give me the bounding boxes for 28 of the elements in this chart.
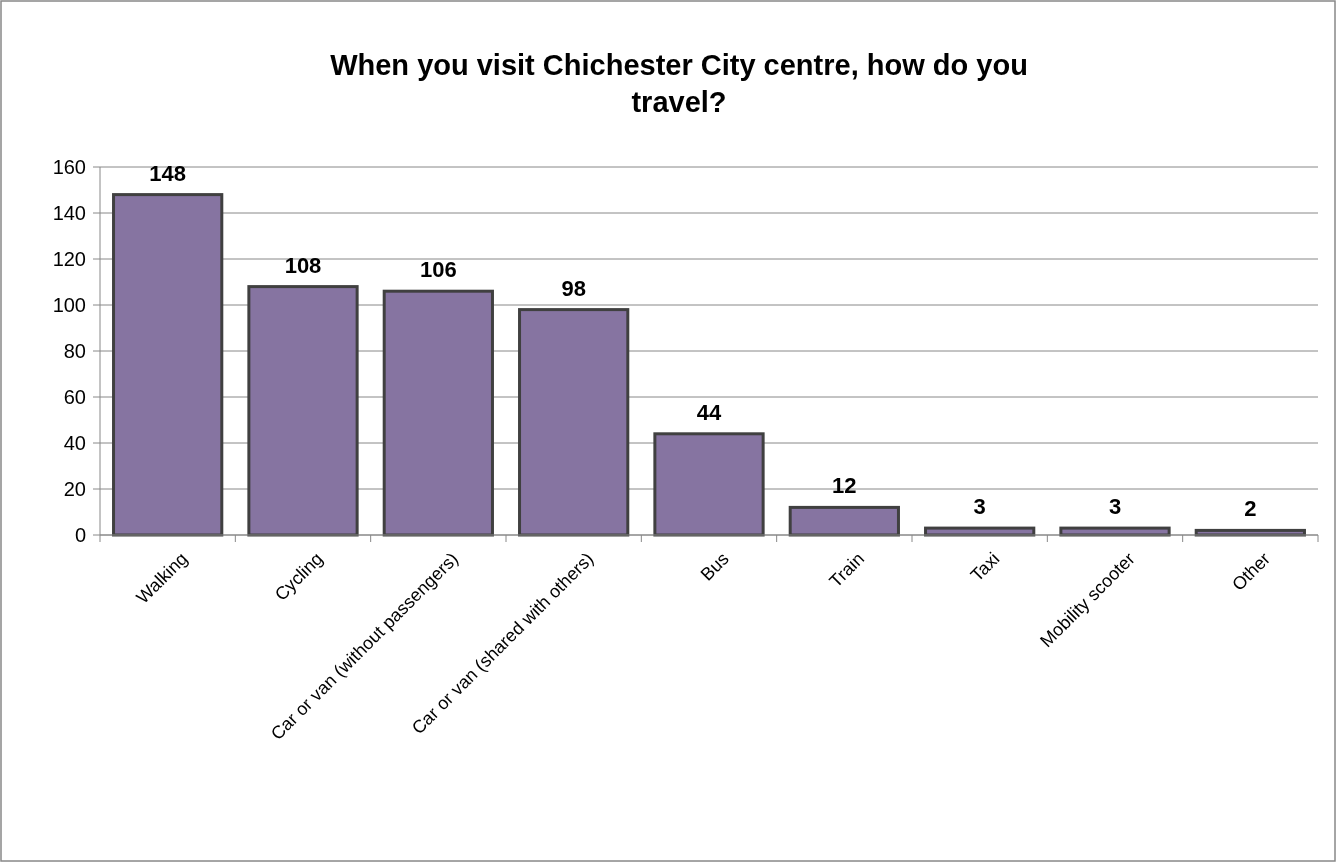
x-tick-label: Train (825, 548, 869, 592)
y-tick-label: 120 (52, 248, 86, 270)
data-label: 3 (973, 494, 986, 520)
chart-title: When you visit Chichester City centre, how do you travel? (330, 49, 1028, 118)
data-label: 148 (149, 160, 187, 186)
data-label: 44 (696, 399, 722, 425)
data-label: 12 (832, 473, 857, 499)
y-tick-label: 0 (74, 524, 86, 546)
y-tick-label: 140 (52, 202, 86, 224)
data-label: 98 (561, 275, 586, 301)
y-tick-label: 80 (63, 340, 86, 362)
y-tick-label: 100 (52, 294, 86, 316)
data-label: 2 (1244, 496, 1257, 522)
y-tick-label: 20 (63, 478, 86, 500)
bar (382, 289, 494, 537)
bar (653, 432, 765, 537)
bar (247, 285, 359, 537)
x-tick-label: Taxi (966, 548, 1004, 586)
data-label: 3 (1108, 494, 1122, 520)
y-tick-label: 60 (63, 386, 86, 408)
data-label: 106 (419, 257, 457, 283)
bar (518, 308, 630, 537)
bar (788, 505, 900, 537)
data-label: 108 (284, 252, 322, 278)
y-tick-label: 160 (52, 156, 86, 178)
x-tick-label: Bus (696, 548, 733, 585)
y-tick-label: 40 (63, 432, 86, 454)
bar (112, 193, 224, 537)
